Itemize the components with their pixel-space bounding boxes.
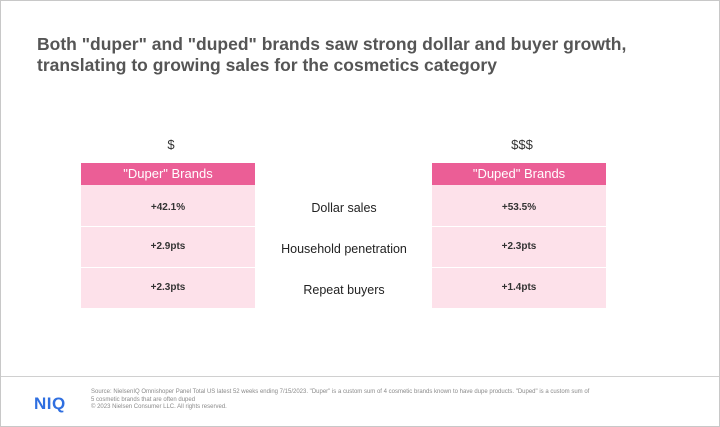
duped-household-penetration-value: +2.3pts <box>432 226 606 267</box>
title-line-2: translating to growing sales for the cos… <box>37 55 497 75</box>
duper-household-penetration-value: +2.9pts <box>81 226 255 267</box>
slide-title: Both "duper" and "duped" brands saw stro… <box>37 34 697 76</box>
duper-repeat-buyers-value: +2.3pts <box>81 267 255 308</box>
duper-dollar-sales-value: +42.1% <box>81 185 255 226</box>
metric-labels: Dollar sales Household penetration Repea… <box>259 185 429 308</box>
duper-header: "Duper" Brands <box>81 163 255 185</box>
duped-dollar-sales-value: +53.5% <box>432 185 606 226</box>
metric-household-penetration: Household penetration <box>281 242 407 256</box>
duped-header: "Duped" Brands <box>432 163 606 185</box>
niq-logo: NIQ <box>34 394 66 413</box>
metric-repeat-buyers: Repeat buyers <box>303 283 385 297</box>
source-line-2: 5 cosmetic brands that are often duped <box>91 396 196 403</box>
source-note: Source: NielsenIQ Omnishoper Panel Total… <box>91 389 691 412</box>
source-line-1: Source: NielsenIQ Omnishoper Panel Total… <box>91 389 590 395</box>
copyright-line: © 2023 Nielsen Consumer LLC. All rights … <box>91 404 227 410</box>
duped-table: "Duped" Brands +53.5% +2.3pts +1.4pts <box>432 163 606 308</box>
title-line-1: Both "duper" and "duped" brands saw stro… <box>37 34 627 54</box>
metric-dollar-sales: Dollar sales <box>311 201 377 215</box>
duped-repeat-buyers-value: +1.4pts <box>432 267 606 308</box>
duper-price-label: $ <box>167 137 175 152</box>
duped-price-label: $$$ <box>511 137 533 152</box>
duper-table: "Duper" Brands +42.1% +2.9pts +2.3pts <box>81 163 255 308</box>
footer-divider <box>1 376 719 377</box>
